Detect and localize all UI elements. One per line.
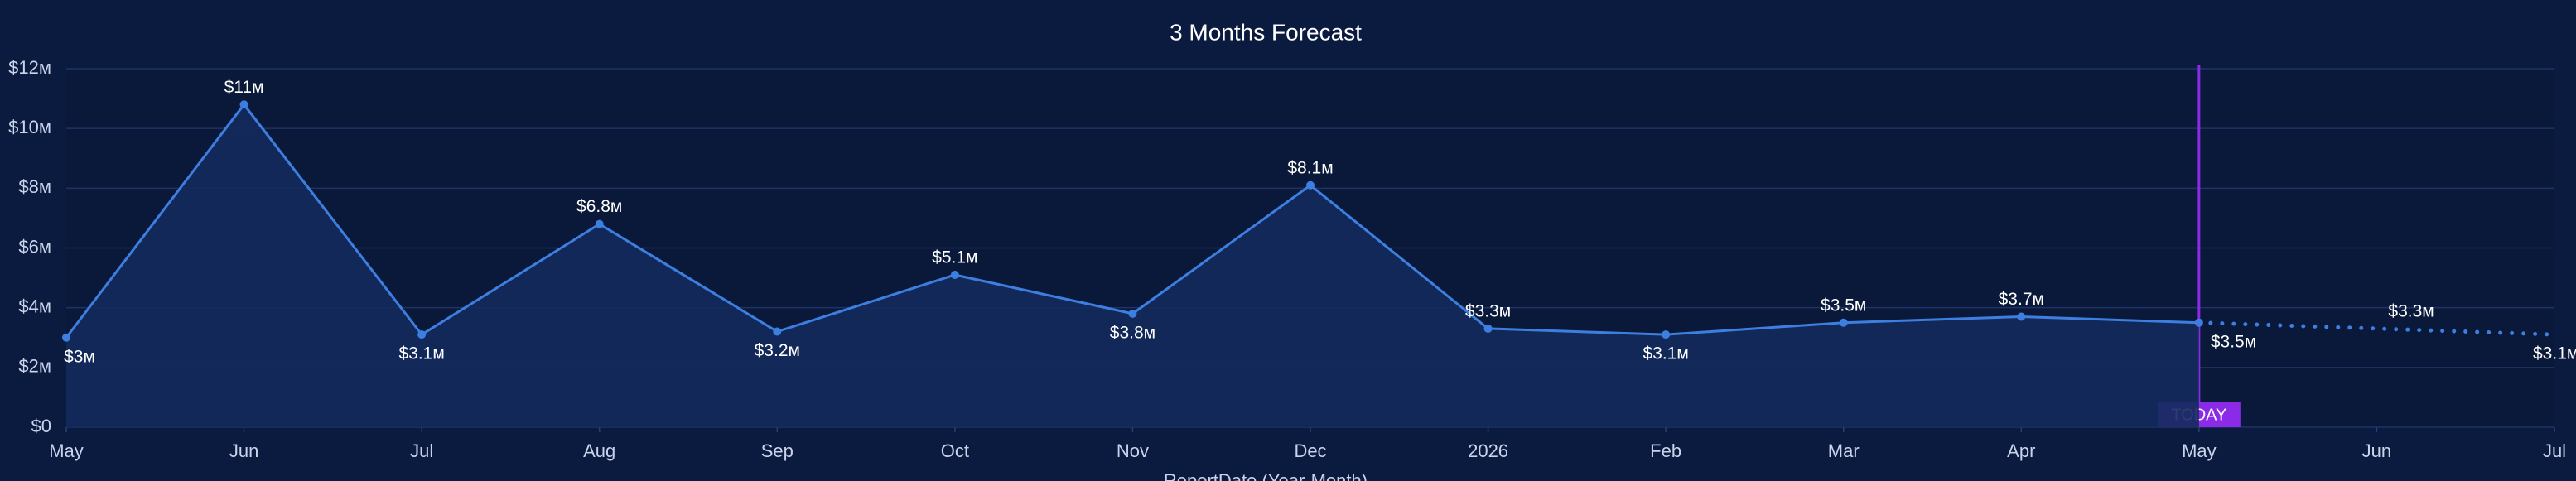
data-label: $11м — [224, 78, 264, 97]
x-tick-label: May — [49, 440, 84, 461]
y-tick-label: $10м — [8, 117, 51, 137]
y-tick-label: $2м — [18, 356, 51, 377]
data-point — [239, 100, 248, 109]
data-point — [1839, 318, 1848, 327]
x-tick-label: Aug — [583, 440, 615, 461]
chart-title: 3 Months Forecast — [1170, 19, 1362, 45]
data-label: $3.1м — [1643, 344, 1688, 363]
data-point — [1483, 324, 1493, 333]
data-point — [2017, 312, 2026, 321]
x-tick-label: Feb — [1650, 440, 1681, 461]
y-tick-label: $6м — [18, 236, 51, 257]
data-label: $3.5м — [2211, 332, 2256, 351]
data-label: $3.3м — [2388, 301, 2434, 320]
data-label: $8.1м — [1287, 158, 1333, 177]
data-label: $5.1м — [932, 248, 977, 267]
x-tick-label: Sep — [761, 440, 794, 461]
y-tick-label: $8м — [18, 176, 51, 197]
x-tick-label: Dec — [1294, 440, 1326, 461]
data-label: $6.8м — [576, 197, 622, 216]
data-point — [950, 270, 959, 279]
data-label: $3м — [64, 347, 95, 366]
x-tick-label: Jun — [229, 440, 258, 461]
x-tick-label: Nov — [1117, 440, 1149, 461]
x-tick-label: Jun — [2362, 440, 2391, 461]
y-tick-label: $4м — [18, 296, 51, 316]
data-label: $3.1м — [2533, 344, 2576, 363]
forecast-line — [2197, 320, 2557, 337]
data-point — [1662, 330, 1671, 339]
data-label: $3.8м — [1110, 323, 1155, 342]
data-point — [1306, 180, 1315, 190]
data-label: $3.5м — [1821, 296, 1866, 315]
data-point — [1128, 309, 1137, 318]
data-point — [773, 327, 782, 336]
area-fill — [66, 104, 2199, 428]
x-tick-label: Mar — [1828, 440, 1860, 461]
data-label: $3.3м — [1465, 301, 1511, 320]
data-label: $3.2м — [755, 341, 800, 360]
data-label: $3.1м — [398, 344, 444, 363]
x-axis-title: ReportDate (Year-Month) — [1164, 470, 1368, 481]
data-point — [595, 219, 604, 228]
data-point — [417, 330, 427, 339]
y-tick-label: $12м — [8, 57, 51, 78]
data-label: $3.7м — [1999, 290, 2044, 309]
x-tick-label: Apr — [2007, 440, 2035, 461]
x-tick-label: May — [2182, 440, 2217, 461]
y-tick-label: $0 — [31, 416, 51, 436]
x-tick-label: Jul — [410, 440, 433, 461]
x-tick-label: Jul — [2543, 440, 2566, 461]
data-point — [62, 333, 70, 342]
x-tick-label: Oct — [941, 440, 969, 461]
x-tick-label: 2026 — [1468, 440, 1508, 461]
